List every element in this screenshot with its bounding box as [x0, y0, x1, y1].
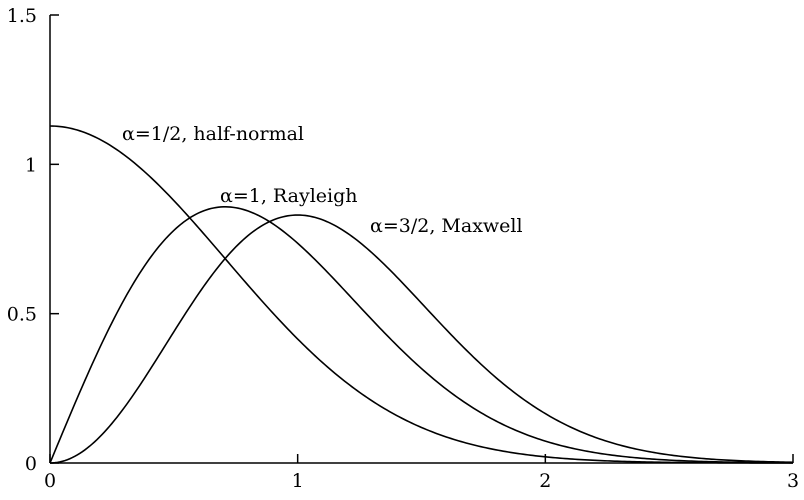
series-labels: α=1/2, half-normal α=1, Rayleigh α=3/2, Ma… — [122, 123, 523, 237]
x-tick-label: 2 — [539, 470, 551, 492]
x-tick-label: 3 — [787, 470, 799, 492]
y-tick-label: 1.5 — [7, 5, 37, 27]
series-curve-2 — [49, 206, 794, 464]
series-label-2: α=1, Rayleigh — [220, 185, 358, 207]
x-tick-label: 0 — [44, 470, 56, 492]
series-curve-1 — [49, 125, 793, 464]
series-curves — [49, 125, 794, 464]
y-tick-label: 1 — [25, 154, 37, 176]
y-tick-label: 0.5 — [7, 304, 37, 326]
y-tick-label: 0 — [25, 453, 37, 475]
x-tick-label: 1 — [292, 470, 304, 492]
series-label-1: α=1/2, half-normal — [122, 123, 304, 145]
series-curve-3 — [49, 214, 794, 464]
axes: 0 1 2 3 0 0.5 1 1.5 — [7, 5, 799, 492]
series-label-3: α=3/2, Maxwell — [370, 215, 523, 237]
